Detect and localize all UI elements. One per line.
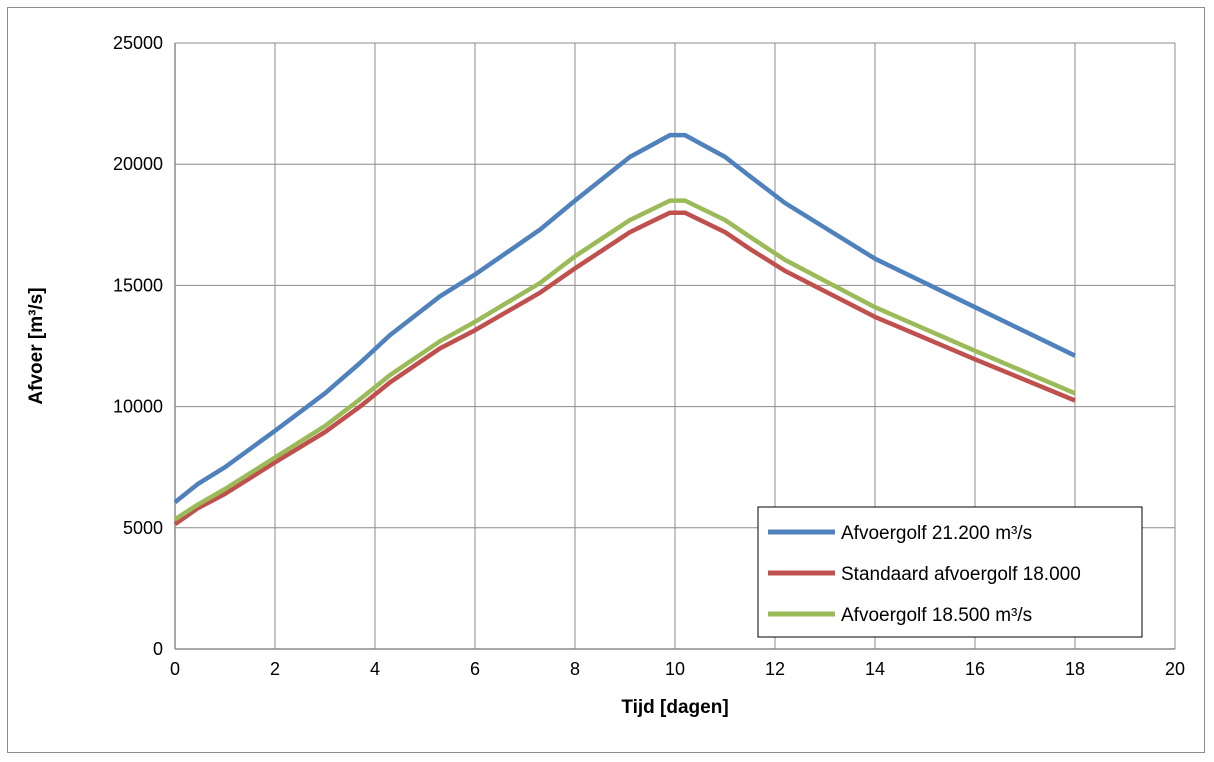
plot-border xyxy=(174,43,1175,650)
legend-label-afvoergolf-18500: Afvoergolf 18.500 m³/s xyxy=(841,605,1032,626)
y-tick-label: 5000 xyxy=(123,518,163,538)
x-tick-labels: 0 2 4 6 8 10 12 14 16 18 20 xyxy=(170,659,1185,679)
y-tick-label: 10000 xyxy=(113,397,163,417)
x-tick-label: 18 xyxy=(1065,659,1085,679)
x-tick-label: 8 xyxy=(570,659,580,679)
legend-label-standaard-18000: Standaard afvoergolf 18.000 xyxy=(841,564,1081,585)
x-tick-label: 4 xyxy=(370,659,380,679)
legend: Afvoergolf 21.200 m³/s Standaard afvoerg… xyxy=(757,506,1143,638)
series-line-0 xyxy=(173,132,1076,505)
x-tick-label: 16 xyxy=(965,659,985,679)
x-tick-label: 20 xyxy=(1165,659,1185,679)
y-tick-label: 15000 xyxy=(113,275,163,295)
series-line-2 xyxy=(173,198,1076,522)
x-tick-label: 6 xyxy=(470,659,480,679)
line-chart: 0 2 4 6 8 10 12 14 16 18 20 0 5000 10000 15000 20000 25… xyxy=(26,33,1185,718)
y-axis-title: Afvoer [m³/s] xyxy=(26,287,47,404)
x-tick-label: 14 xyxy=(865,659,885,679)
x-tick-label: 12 xyxy=(765,659,785,679)
x-tick-label: 2 xyxy=(270,659,280,679)
series-line-1 xyxy=(173,210,1076,527)
x-axis-title: Tijd [dagen] xyxy=(621,697,728,718)
series-lines xyxy=(173,132,1076,527)
x-tick-label: 10 xyxy=(665,659,685,679)
y-tick-label: 0 xyxy=(153,639,163,659)
y-tick-label: 25000 xyxy=(113,33,163,53)
y-tick-labels: 0 5000 10000 15000 20000 25000 xyxy=(113,33,163,659)
y-tick-label: 20000 xyxy=(113,154,163,174)
chart-area: 0 2 4 6 8 10 12 14 16 18 20 0 5000 10000 15000 20000 25… xyxy=(7,7,1205,753)
legend-label-afvoergolf-21200: Afvoergolf 21.200 m³/s xyxy=(841,523,1032,544)
x-tick-label: 0 xyxy=(170,659,180,679)
